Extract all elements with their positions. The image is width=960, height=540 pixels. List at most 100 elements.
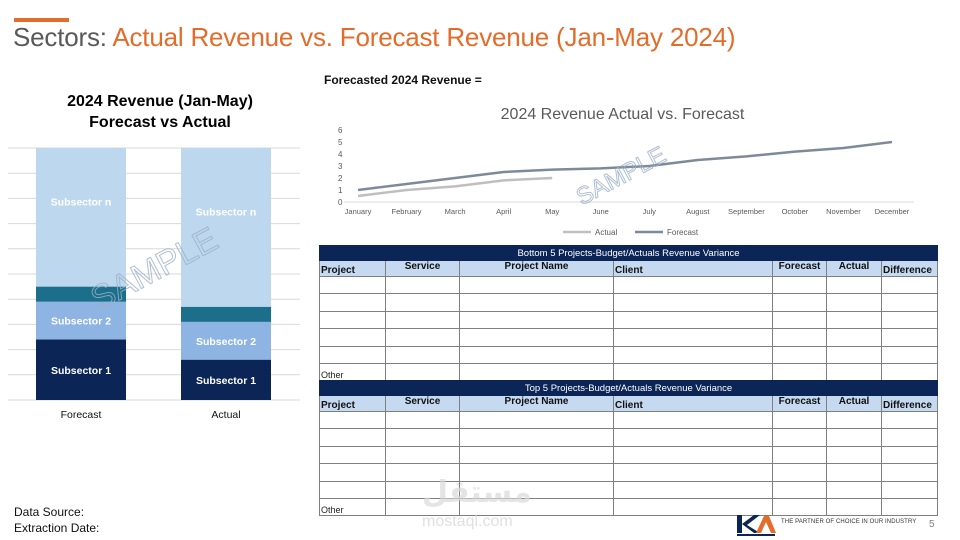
table-row bbox=[319, 293, 939, 312]
table-cell bbox=[385, 310, 460, 330]
stack-segment-label: Subsector n bbox=[51, 196, 112, 208]
table-cell bbox=[459, 362, 614, 382]
table-cell bbox=[880, 293, 939, 312]
table-cell bbox=[880, 410, 939, 430]
table-cell bbox=[385, 428, 460, 447]
table-header-cell: Difference bbox=[880, 260, 939, 277]
line-x-tick: September bbox=[728, 207, 765, 216]
table-header-cell: Difference bbox=[880, 395, 939, 412]
stacked-chart-title-line2: Forecast vs Actual bbox=[89, 114, 231, 131]
table-cell bbox=[880, 345, 939, 364]
table-caption-row: Bottom 5 Projects-Budget/Actuals Revenue… bbox=[318, 245, 939, 261]
table-cell bbox=[319, 480, 386, 499]
stack-segment-label: Subsector 2 bbox=[196, 336, 256, 348]
table-cell bbox=[319, 275, 386, 295]
table-cell bbox=[880, 480, 939, 499]
extraction-date-label: Extraction Date: bbox=[14, 521, 100, 535]
table-row bbox=[319, 463, 939, 482]
line-y-tick: 6 bbox=[338, 126, 343, 135]
mostaql-watermark-text: mostaql.com bbox=[422, 513, 513, 530]
table-cell bbox=[319, 293, 386, 312]
table-cell bbox=[613, 362, 773, 382]
table-row bbox=[319, 410, 939, 430]
table-cell bbox=[385, 410, 460, 430]
legend-label: Actual bbox=[595, 228, 617, 237]
table-cell bbox=[459, 428, 614, 447]
stack-segment-label: Subsector 1 bbox=[51, 365, 111, 377]
table-cell bbox=[826, 328, 882, 347]
table-cell bbox=[459, 328, 614, 347]
stack-segment bbox=[181, 359, 271, 400]
stack-category-label: Actual bbox=[211, 409, 240, 421]
title-accent-bar bbox=[14, 18, 69, 22]
line-x-tick: January bbox=[345, 207, 372, 216]
table-cell bbox=[826, 428, 882, 447]
table-cell bbox=[613, 445, 773, 465]
table-caption-row: Top 5 Projects-Budget/Actuals Revenue Va… bbox=[318, 380, 939, 396]
table-cell bbox=[613, 463, 773, 482]
table-cell bbox=[880, 328, 939, 347]
table-cell bbox=[613, 293, 773, 312]
table-row bbox=[319, 480, 939, 499]
table-header-cell: Project Name bbox=[459, 260, 614, 277]
line-series-path bbox=[357, 140, 893, 192]
line-chart-title: 2024 Revenue Actual vs. Forecast bbox=[500, 106, 745, 123]
table-cell bbox=[772, 345, 827, 364]
forecast-note: Forecasted 2024 Revenue = bbox=[324, 73, 482, 87]
table-cell bbox=[459, 275, 614, 295]
table-header-row: Project Service Project Name Client Forecast… bbox=[319, 395, 939, 412]
table-header-row: Project Service Project Name Client Forecast… bbox=[319, 260, 939, 277]
table-row bbox=[319, 445, 939, 465]
table-header-cell: Project bbox=[319, 260, 386, 277]
table-header-cell: Actual bbox=[826, 395, 882, 412]
line-x-tick: August bbox=[686, 207, 710, 216]
page-number: 5 bbox=[929, 519, 935, 530]
company-logo-icon bbox=[737, 515, 776, 536]
table-header-cell: Forecast bbox=[772, 260, 827, 277]
table-cell bbox=[826, 275, 882, 295]
stacked-chart-title: 2024 Revenue (Jan-May) Forecast vs Actua… bbox=[20, 91, 300, 133]
stack-segment bbox=[181, 148, 271, 307]
stack-segment-label: Subsector 2 bbox=[51, 316, 111, 328]
table-cell bbox=[385, 345, 460, 364]
table-cell bbox=[613, 328, 773, 347]
stack-segment bbox=[36, 339, 126, 400]
top-projects-table: Top 5 Projects-Budget/Actuals Revenue Va… bbox=[318, 380, 939, 517]
line-series-path bbox=[357, 176, 553, 198]
table-cell bbox=[459, 345, 614, 364]
table-header-cell: Project Name bbox=[459, 395, 614, 412]
svg-text:مستقل: مستقل bbox=[422, 476, 532, 510]
table-cell bbox=[772, 428, 827, 447]
table-cell bbox=[826, 445, 882, 465]
table-cell bbox=[459, 445, 614, 465]
table-cell bbox=[385, 362, 460, 382]
table-cell bbox=[826, 480, 882, 499]
table-cell bbox=[319, 445, 386, 465]
table-caption: Bottom 5 Projects-Budget/Actuals Revenue… bbox=[318, 245, 939, 261]
slide-title-prefix: Sectors: bbox=[13, 22, 113, 52]
table-cell bbox=[772, 362, 827, 382]
table-row bbox=[319, 275, 939, 295]
table-cell bbox=[319, 328, 386, 347]
stack-segment-label: Subsector n bbox=[196, 206, 257, 218]
line-x-tick: July bbox=[643, 207, 657, 216]
table-row bbox=[319, 328, 939, 347]
table-cell bbox=[826, 345, 882, 364]
line-x-tick: April bbox=[496, 207, 511, 216]
table-cell bbox=[880, 362, 939, 382]
table-cell bbox=[385, 445, 460, 465]
table-header-cell: Forecast bbox=[772, 395, 827, 412]
table-cell bbox=[880, 275, 939, 295]
table-row: Other bbox=[319, 362, 939, 382]
table-cell bbox=[772, 275, 827, 295]
table-cell bbox=[772, 310, 827, 330]
table-header-cell: Project bbox=[319, 395, 386, 412]
table-cell bbox=[613, 410, 773, 430]
stack-segment bbox=[181, 321, 271, 360]
stack-category-label: Forecast bbox=[61, 409, 102, 421]
table-cell bbox=[772, 410, 827, 430]
table-header-cell: Service bbox=[385, 260, 460, 277]
table-row bbox=[319, 345, 939, 364]
stack-segment bbox=[36, 148, 126, 287]
bottom-projects-table: Bottom 5 Projects-Budget/Actuals Revenue… bbox=[318, 245, 939, 382]
